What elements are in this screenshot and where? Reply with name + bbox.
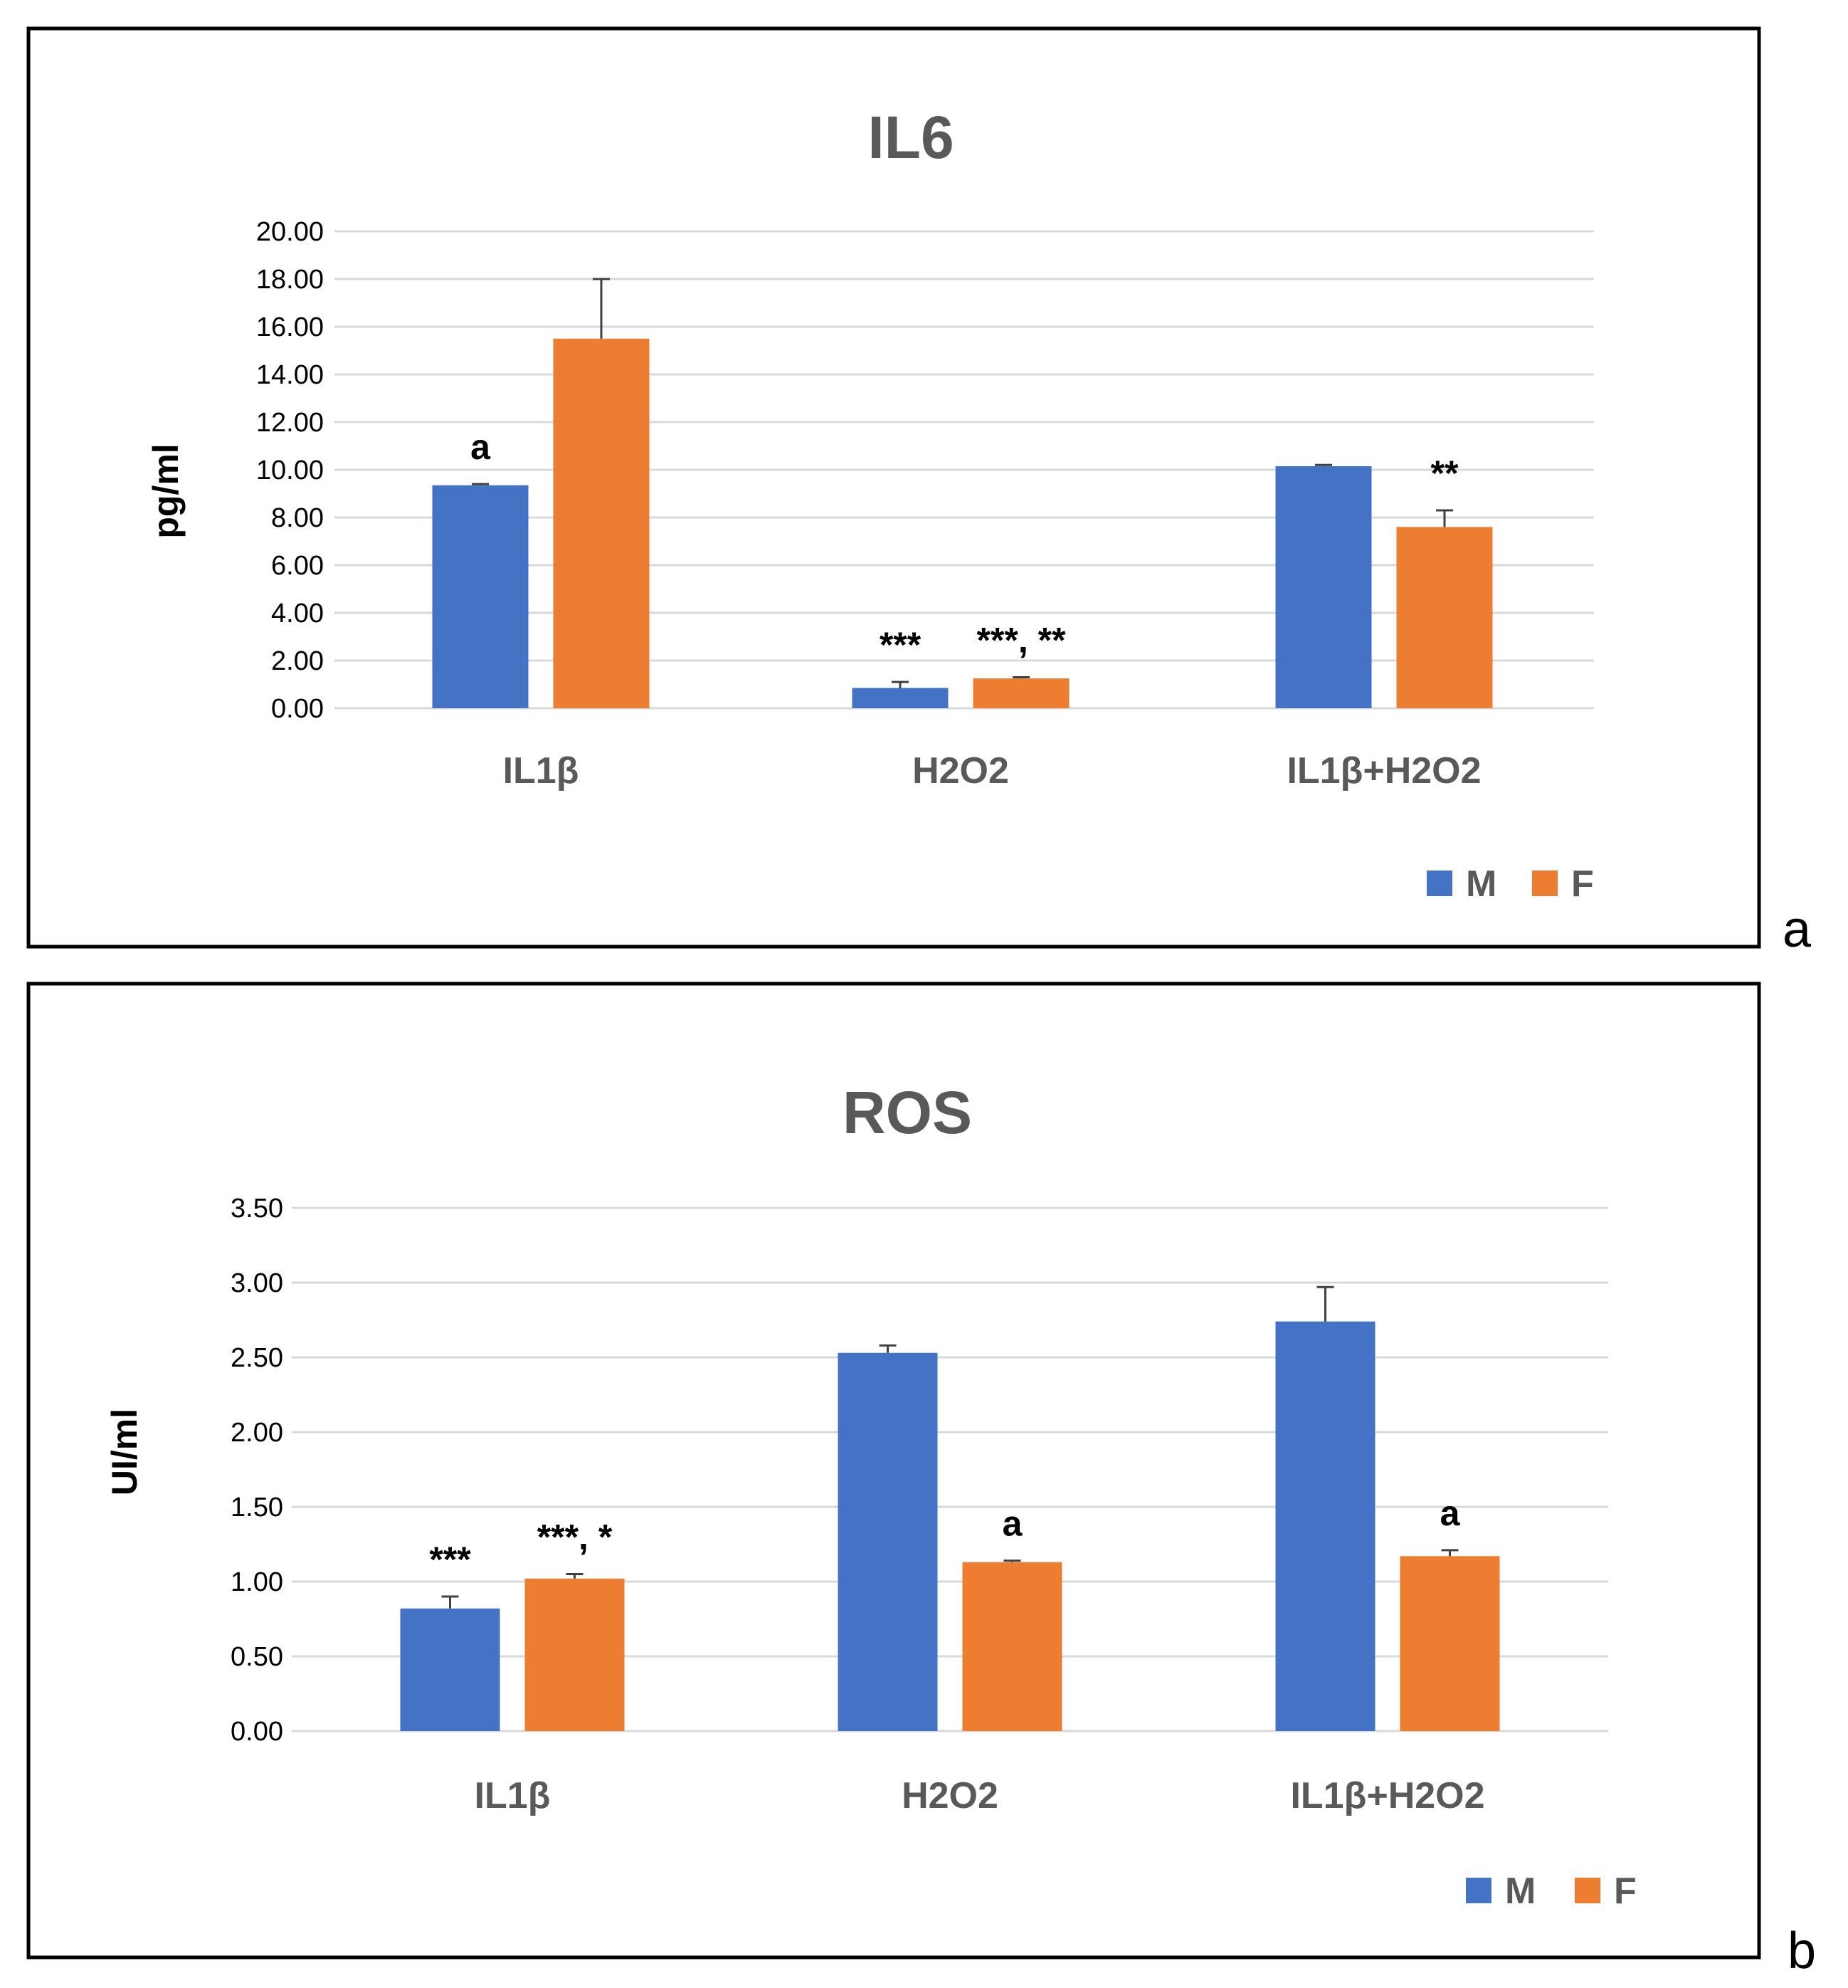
chart-a-y-tick-label: 4.00	[271, 599, 324, 629]
chart-a-y-tick-label: 20.00	[256, 217, 324, 247]
chart-b-y-tick-label: 2.50	[231, 1343, 283, 1373]
chart-a-gridlines	[334, 230, 1594, 710]
chart-a-y-tick-label: 8.00	[271, 503, 324, 533]
chart-b-legend-swatch-m	[1466, 1878, 1491, 1903]
chart-a-bar-f-1	[973, 678, 1070, 708]
chart-b-title: ROS	[843, 1079, 972, 1146]
chart-b-x-category-label: IL1β	[475, 1775, 551, 1816]
chart-a-bars	[432, 338, 1493, 708]
chart-panel-a: IL6 pg/ml 0.00 2.00 4.00 6.00 8.00 10.00 12.00…	[26, 26, 1812, 958]
chart-a-annotations: a *** ***, ** **	[470, 427, 1459, 665]
chart-b-y-tick-label: 3.50	[231, 1194, 283, 1224]
chart-a-x-category-label: H2O2	[912, 750, 1009, 791]
chart-b-bar-m-1	[838, 1352, 938, 1731]
chart-b-y-axis-label: UI/ml	[105, 1409, 144, 1495]
chart-b-legend-swatch-f	[1575, 1878, 1600, 1903]
chart-b-y-tick-label: 3.00	[231, 1268, 283, 1298]
chart-b-significance-label: a	[1003, 1504, 1023, 1544]
chart-b-y-tick-label: 1.50	[231, 1493, 283, 1522]
chart-b-x-category-label: IL1β+H2O2	[1290, 1775, 1484, 1816]
chart-a-significance-label: ***, **	[976, 620, 1066, 660]
chart-b-significance-label: ***, *	[537, 1518, 613, 1557]
chart-a-significance-label: a	[470, 427, 491, 467]
chart-a-x-category-label: IL1β+H2O2	[1287, 750, 1481, 791]
chart-a-title: IL6	[867, 104, 954, 171]
chart-a-y-tick-label: 0.00	[271, 694, 324, 724]
chart-b-legend-label-m: M	[1505, 1871, 1536, 1912]
chart-a-significance-label: **	[1431, 453, 1459, 493]
panel-a-letter: a	[1783, 901, 1812, 958]
chart-a-error-bars	[472, 278, 1453, 688]
chart-a-legend-swatch-f	[1532, 871, 1558, 896]
chart-a-x-category-label: IL1β	[503, 750, 579, 791]
chart-a-bar-f-2	[1396, 527, 1493, 708]
chart-b-significance-label: ***	[429, 1540, 471, 1579]
chart-b-bar-f-0	[524, 1578, 625, 1731]
chart-a-y-tick-label: 10.00	[256, 456, 324, 485]
chart-a-x-category-labels: IL1β H2O2 IL1β+H2O2	[503, 750, 1482, 791]
chart-b-x-category-labels: IL1β H2O2 IL1β+H2O2	[475, 1775, 1485, 1816]
chart-b-bar-f-1	[962, 1562, 1062, 1731]
chart-b-error-bars	[441, 1285, 1459, 1609]
chart-a-legend-label-m: M	[1466, 863, 1496, 905]
chart-b-bar-m-2	[1275, 1321, 1376, 1731]
chart-a-legend-label-f: F	[1571, 863, 1594, 905]
chart-b-bar-f-2	[1400, 1556, 1500, 1731]
chart-b-bar-m-0	[400, 1608, 500, 1731]
panel-b-letter: b	[1788, 1923, 1816, 1979]
chart-a-legend-swatch-m	[1427, 871, 1452, 896]
chart-b-x-category-label: H2O2	[902, 1775, 998, 1816]
chart-a-y-tick-label: 6.00	[271, 551, 324, 581]
chart-a-y-tick-labels: 0.00 2.00 4.00 6.00 8.00 10.00 12.00 14.00 16.00…	[256, 217, 324, 724]
chart-a-significance-label: ***	[880, 625, 922, 665]
chart-panel-b: ROS UI/ml 0.00 0.50 1.00 1.50 2.00 2.50 3.00 3.…	[26, 982, 1816, 1979]
chart-a-y-tick-label: 16.00	[256, 312, 324, 342]
chart-a-y-tick-label: 14.00	[256, 360, 324, 390]
chart-a-y-tick-label: 18.00	[256, 265, 324, 295]
chart-b-bars	[400, 1321, 1500, 1731]
chart-a-y-axis-label: pg/ml	[146, 443, 186, 538]
chart-a-bar-m-0	[432, 485, 529, 708]
chart-a-y-tick-label: 12.00	[256, 408, 324, 438]
chart-b-significance-label: a	[1440, 1493, 1461, 1533]
chart-a-bar-f-0	[553, 338, 650, 708]
chart-b-y-tick-label: 0.50	[231, 1642, 283, 1672]
chart-a-bar-m-2	[1275, 466, 1372, 708]
chart-b-gridlines	[292, 1206, 1608, 1732]
chart-b-y-tick-labels: 0.00 0.50 1.00 1.50 2.00 2.50 3.00 3.50	[231, 1194, 283, 1747]
chart-b-legend-label-f: F	[1614, 1871, 1637, 1912]
chart-b-y-tick-label: 0.00	[231, 1717, 283, 1747]
panel-a-border	[26, 26, 1761, 949]
chart-a-y-tick-label: 2.00	[271, 646, 324, 676]
chart-b-y-tick-label: 2.00	[231, 1418, 283, 1448]
chart-a-bar-m-1	[852, 688, 949, 708]
chart-b-y-tick-label: 1.00	[231, 1567, 283, 1597]
chart-b-annotations: *** ***, * a a	[429, 1493, 1460, 1579]
